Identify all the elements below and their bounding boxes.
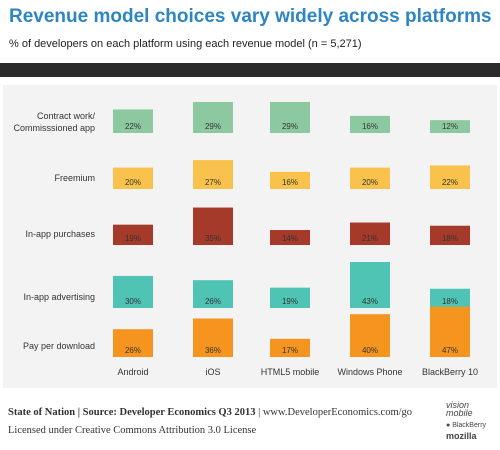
visionmobile-logo: vision mobile <box>446 400 473 418</box>
bar-value-label: 26% <box>205 297 221 306</box>
bar <box>193 207 233 245</box>
bar-value-label: 43% <box>362 297 378 306</box>
bar-value-label: 16% <box>362 122 378 131</box>
bar <box>270 287 310 308</box>
source-link: | www.DeveloperEconomics.com/go <box>255 407 413 418</box>
bar <box>113 275 153 308</box>
bar <box>193 101 233 133</box>
chart-subtitle: % of developers on each platform using e… <box>9 38 362 50</box>
bar-value-label: 27% <box>205 178 221 187</box>
bar-value-label: 22% <box>442 178 458 187</box>
bar-value-label: 19% <box>282 297 298 306</box>
row-label: Freemium <box>54 173 95 183</box>
platform-label: BlackBerry 10 <box>422 367 478 377</box>
bar-value-label: 29% <box>205 122 221 131</box>
bar-value-label: 40% <box>362 346 378 355</box>
source-bold: State of Nation | Source: Developer Econ… <box>8 407 256 418</box>
bar-value-label: 47% <box>442 346 458 355</box>
platform-label: Android <box>117 367 148 377</box>
bar <box>270 230 310 245</box>
bar <box>350 261 390 308</box>
bar <box>270 171 310 189</box>
bar-value-label: 26% <box>125 346 141 355</box>
bar-value-label: 35% <box>205 234 221 243</box>
chart-header: Revenue model choices vary widely across… <box>0 0 500 62</box>
bar <box>430 225 470 245</box>
bar <box>430 306 470 357</box>
platform-label: iOS <box>205 367 220 377</box>
bar-value-label: 30% <box>125 297 141 306</box>
bar <box>430 165 470 189</box>
bar-value-label: 12% <box>442 122 458 131</box>
bar <box>350 314 390 357</box>
bar-value-label: 17% <box>282 346 298 355</box>
bar-value-label: 18% <box>442 234 458 243</box>
bar-value-label: 36% <box>205 346 221 355</box>
bar <box>113 329 153 357</box>
bar <box>113 167 153 189</box>
row-label: In-app purchases <box>25 229 95 239</box>
bar-chart: Contract work/Commisssioned app 22% 29% 29%… <box>13 101 478 377</box>
bar-value-label: 16% <box>282 178 298 187</box>
bar-value-label: 19% <box>125 234 141 243</box>
bar <box>350 222 390 245</box>
blackberry-logo: ● BlackBerry <box>446 422 487 429</box>
bar <box>193 280 233 308</box>
bar-value-label: 20% <box>125 178 141 187</box>
bar <box>113 224 153 245</box>
bar-value-label: 29% <box>282 122 298 131</box>
bar <box>193 318 233 357</box>
source-line: State of Nation | Source: Developer Econ… <box>8 407 412 418</box>
bar-value-label: 22% <box>125 122 141 131</box>
platform-label: HTML5 mobile <box>261 367 320 377</box>
bar <box>350 115 390 133</box>
platform-label: Windows Phone <box>337 367 402 377</box>
mozilla-logo: mozilla <box>446 431 477 441</box>
bar <box>193 160 233 189</box>
bar-value-label: 20% <box>362 178 378 187</box>
bar <box>270 338 310 357</box>
row-label: Pay per download <box>23 341 95 351</box>
bar-value-label: 18% <box>442 297 458 306</box>
footer: State of Nation | Source: Developer Econ… <box>0 393 500 450</box>
bar <box>430 288 470 308</box>
bar <box>430 120 470 133</box>
chart-area: Contract work/Commisssioned app 22% 29% 29%… <box>3 85 497 388</box>
bar <box>270 101 310 133</box>
row-label: In-app advertising <box>23 292 95 302</box>
header-band <box>0 63 500 77</box>
license-line: Licensed under Creative Commons Attribut… <box>8 425 257 436</box>
bar-value-label: 21% <box>362 234 378 243</box>
bar-value-label: 14% <box>282 234 298 243</box>
row-label: Contract work/Commisssioned app <box>13 111 95 133</box>
bar <box>113 109 153 133</box>
chart-title: Revenue model choices vary widely across… <box>9 6 492 27</box>
blackberry-label: BlackBerry <box>452 422 487 429</box>
bar <box>350 167 390 189</box>
sponsor-logos: vision mobile ● BlackBerry mozilla <box>446 399 496 443</box>
